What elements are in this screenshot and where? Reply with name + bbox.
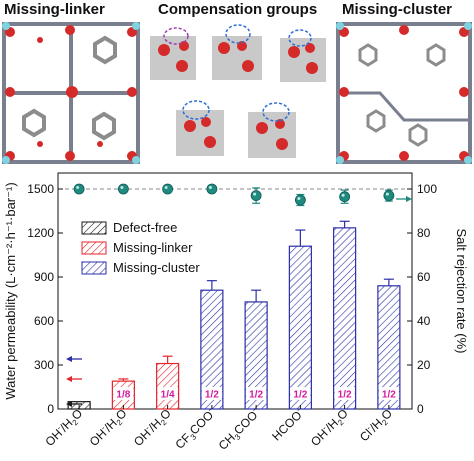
fraction-label: 1/2 [249,390,263,401]
x-tick-label: CH3COO- [215,405,264,454]
right-axis-arrow-teal [396,196,412,202]
compensation-groups-image [150,24,326,158]
y-right-tick-label: 20 [417,358,431,372]
x-tick-label: OH-/H2O [130,406,175,451]
legend: Defect-free Missing-linker Missing-clust… [81,220,200,275]
y-left-tick-label: 600 [34,314,54,328]
fraction-label: 1/2 [382,390,396,401]
fraction-label: 1/2 [338,390,352,401]
rejection-point [250,190,262,202]
fraction-label: 1/2 [205,390,219,401]
rejection-point-highlight [341,193,345,197]
x-tick-label: OH-/H2O [86,406,131,451]
legend-label-defect-free: Defect-free [113,220,177,235]
fraction-label: 1/4 [161,390,175,401]
y-left-tick-label: 0 [47,402,54,416]
rejection-point [162,183,174,195]
legend-item-defect-free: Defect-free [81,220,177,235]
structure-illustrations [2,22,472,164]
bar-missing-linker [156,362,180,410]
y-right-tick-label: 80 [417,226,431,240]
y-axis-right-title: Salt rejection rate (%) [454,229,469,354]
legend-item-missing-linker: Missing-linker [81,240,193,255]
left-axis-arrow-blue [66,356,82,362]
bar-missing-cluster [288,245,312,410]
panel-title-missing-linker: Missing-linker [4,1,105,18]
y-right-tick-label: 40 [417,314,431,328]
rejection-point [117,183,129,195]
fraction-label-bg [334,387,355,400]
x-tick-label: HCOO- [269,405,307,443]
legend-item-missing-cluster: Missing-cluster [81,260,200,275]
rejection-point-highlight [253,192,257,196]
fraction-label-bg [290,387,311,400]
rejection-point [73,183,85,195]
fraction-label-bg [157,387,178,400]
x-tick-label: Cl-/H2O [356,406,396,446]
y-right-tick-label: 100 [417,182,437,196]
missing-cluster-framework-image [336,22,472,164]
rejection-point [383,190,395,202]
fraction-label: 1/8 [116,390,130,401]
rejection-point-highlight [385,192,389,196]
rejection-point-highlight [76,186,80,189]
y-left-tick-label: 1200 [27,226,54,240]
y-left-tick-label: 900 [34,270,54,284]
panel-title-missing-cluster: Missing-cluster [342,1,453,18]
panel-title-compensation-groups: Compensation groups [158,1,318,18]
fraction-label-bg [201,387,222,400]
plot-frame [57,172,413,410]
left-axis-arrow-black [66,401,82,407]
y-right-tick-label: 0 [417,402,424,416]
rejection-point [294,194,306,206]
x-tick-label: CF3COO- [172,405,220,453]
bar-missing-cluster [333,227,357,410]
left-axis-arrow-red [66,376,82,382]
fraction-label-bg [113,387,134,400]
x-tick-label: OH-/H2O [307,406,352,451]
legend-label-missing-linker: Missing-linker [113,240,193,255]
fraction-label-bg [378,387,399,400]
y-left-tick-label: 1500 [27,182,54,196]
rejection-point [339,191,351,203]
fraction-label: 1/2 [293,390,307,401]
rejection-point-highlight [297,197,301,200]
missing-linker-framework-image [2,22,140,164]
rejection-point-highlight [164,186,168,189]
fraction-label-bg [246,387,267,400]
rejection-point-highlight [120,186,124,189]
y-left-tick-label: 300 [34,358,54,372]
permeability-rejection-chart: 1/8 1/4 1/2 1/2 1/2 1/2 1/2 030060090012001500… [3,172,469,454]
y-axis-left-title: Water permeability (L·cm⁻²·h⁻¹·bar⁻¹) [3,182,18,399]
rejection-point [206,183,218,195]
y-right-tick-label: 60 [417,270,431,284]
rejection-point-highlight [208,186,212,189]
legend-label-missing-cluster: Missing-cluster [113,260,200,275]
